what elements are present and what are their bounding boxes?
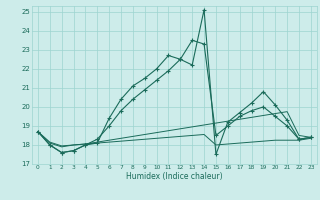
- X-axis label: Humidex (Indice chaleur): Humidex (Indice chaleur): [126, 172, 223, 181]
